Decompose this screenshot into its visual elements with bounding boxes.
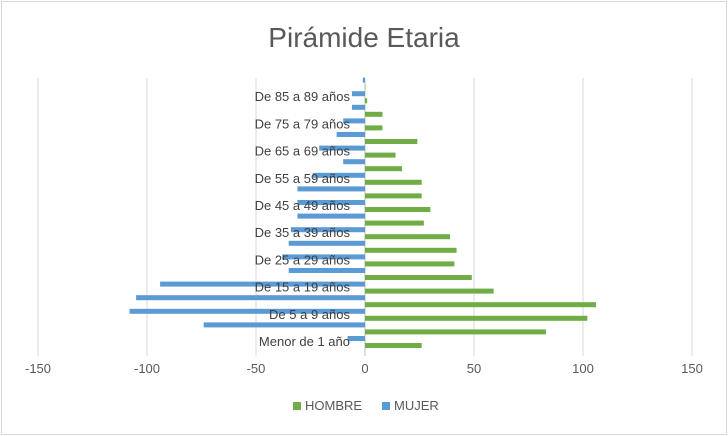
bar-mujer-3 [136, 295, 365, 301]
category-label: De 45 a 49 años [255, 198, 351, 213]
bar-mujer-5 [288, 268, 365, 273]
category-label: Menor de 1 año [259, 334, 350, 349]
bar-hombre-8 [365, 234, 451, 240]
bar-mujer-8 [290, 227, 365, 233]
bar-hombre-3 [365, 302, 597, 308]
bar-hombre-14 [365, 152, 396, 158]
chart-title: Pirámide Etaria [268, 22, 460, 53]
bar-mujer-14 [319, 145, 365, 151]
bar-hombre-19 [365, 84, 366, 90]
bar-hombre-2 [365, 315, 588, 321]
bar-hombre-13 [365, 166, 403, 172]
bar-mujer-18 [351, 91, 365, 97]
bar-hombre-7 [365, 247, 457, 253]
bar-hombre-18 [365, 98, 368, 104]
legend: HOMBRE MUJER [293, 398, 439, 413]
bar-hombre-6 [365, 261, 455, 267]
category-label: De 5 a 9 años [269, 307, 350, 322]
bar-mujer-10 [297, 200, 365, 205]
bar-hombre-4 [365, 288, 494, 294]
bar-mujer-11 [297, 186, 365, 192]
bar-hombre-16 [365, 125, 383, 131]
bar-mujer-4 [160, 281, 365, 287]
bar-mujer-7 [288, 240, 365, 246]
x-tick-label: -150 [25, 361, 51, 376]
x-tick-label: -100 [134, 361, 160, 376]
category-label: De 55 a 59 años [255, 171, 351, 186]
bars [129, 77, 597, 348]
bar-mujer-12 [312, 172, 365, 178]
x-axis-ticks: -150 -100 -50 0 50 100 150 [25, 361, 703, 376]
bar-hombre-9 [365, 220, 424, 226]
bar-mujer-0 [347, 336, 365, 341]
x-tick-label: 100 [572, 361, 594, 376]
bar-hombre-5 [365, 275, 472, 280]
bar-hombre-1 [365, 329, 546, 335]
category-label: De 15 a 19 años [255, 280, 351, 295]
bar-hombre-11 [365, 193, 422, 199]
category-label: De 85 a 89 años [255, 89, 351, 104]
bar-mujer-17 [351, 104, 365, 110]
bar-mujer-9 [297, 213, 365, 219]
x-tick-label: 0 [361, 361, 368, 376]
bar-mujer-2 [129, 308, 365, 314]
bar-mujer-16 [343, 118, 365, 124]
x-tick-label: 50 [467, 361, 481, 376]
legend-label-hombre: HOMBRE [305, 398, 362, 413]
category-label: De 25 a 29 años [255, 252, 351, 267]
bar-mujer-19 [362, 77, 365, 83]
legend-label-mujer: MUJER [394, 398, 439, 413]
category-label: De 65 a 69 años [255, 144, 351, 159]
category-label: De 35 a 39 años [255, 225, 351, 240]
legend-swatch-mujer [382, 402, 390, 410]
legend-swatch-hombre [293, 402, 301, 410]
bar-hombre-12 [365, 179, 422, 185]
bar-hombre-15 [365, 139, 418, 144]
x-tick-label: 150 [681, 361, 703, 376]
bar-mujer-1 [203, 322, 365, 328]
bar-hombre-0 [365, 343, 422, 348]
bar-hombre-10 [365, 207, 431, 212]
bar-mujer-6 [282, 254, 365, 260]
bar-hombre-17 [365, 111, 383, 117]
category-label: De 75 a 79 años [255, 116, 351, 131]
bar-mujer-13 [343, 159, 365, 165]
category-labels: Menor de 1 año De 5 a 9 años De 15 a 19 añ… [255, 89, 351, 349]
bar-mujer-15 [336, 132, 365, 137]
x-tick-label: -50 [247, 361, 266, 376]
